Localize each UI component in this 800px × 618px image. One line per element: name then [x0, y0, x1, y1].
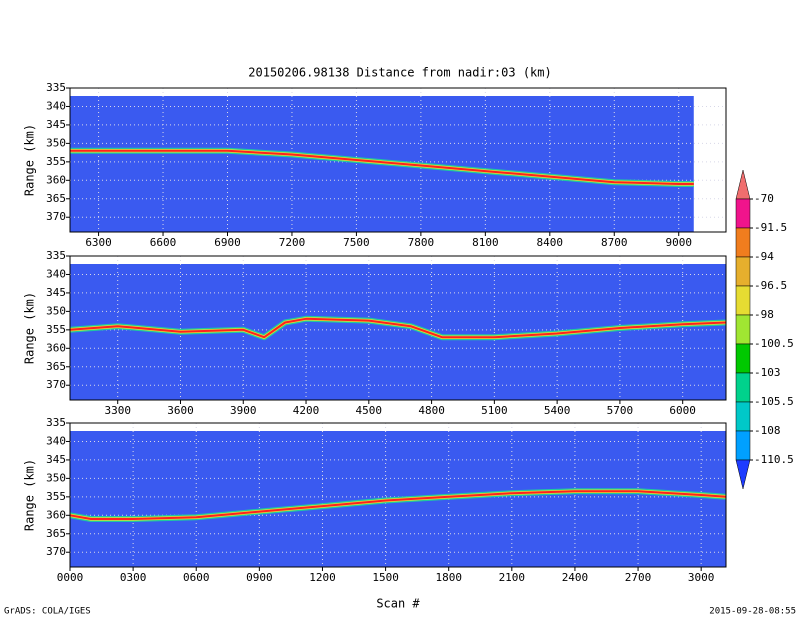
colorbar-label: -94: [754, 250, 774, 263]
x-tick-label: 4800: [418, 404, 445, 417]
y-axis-label: Range (km): [23, 292, 37, 364]
y-tick-label: 345: [46, 118, 66, 131]
y-tick-label: 340: [46, 267, 66, 280]
x-tick-label: 1800: [435, 571, 462, 584]
chart-title: 20150206.98138 Distance from nadir:03 (k…: [248, 66, 551, 80]
y-tick-label: 360: [46, 173, 66, 186]
x-tick-label: 0000: [57, 571, 84, 584]
colorbar-segment: [735, 227, 751, 258]
y-tick-label: 360: [46, 341, 66, 354]
y-axis-label: Range (km): [23, 459, 37, 531]
plot-border: [69, 87, 727, 233]
y-tick-label: 350: [46, 304, 66, 317]
y-tick-label: 365: [46, 360, 66, 373]
x-tick-label: 5400: [544, 404, 571, 417]
colorbar-segment: [735, 430, 751, 461]
x-tick-label: 3600: [167, 404, 194, 417]
x-tick-label: 6000: [669, 404, 696, 417]
y-tick-label: 340: [46, 434, 66, 447]
x-tick-label: 4200: [293, 404, 320, 417]
x-tick-label: 2400: [562, 571, 589, 584]
x-tick-label: 7500: [343, 236, 370, 249]
colorbar-segment: [735, 285, 751, 316]
y-axis-label: Range (km): [23, 124, 37, 196]
colorbar-segment: [735, 314, 751, 345]
y-tick-label: 335: [46, 416, 66, 429]
colorbar-label: -70: [754, 192, 774, 205]
x-tick-label: 1500: [372, 571, 399, 584]
x-tick-label: 8400: [537, 236, 564, 249]
colorbar-segment: [735, 169, 751, 200]
x-tick-label: 0600: [183, 571, 210, 584]
x-tick-label: 6300: [85, 236, 112, 249]
data-line: [69, 490, 727, 520]
colorbar-segment: [735, 459, 751, 490]
colorbar-label: -96.5: [754, 279, 787, 292]
credit: GrADS: COLA/IGES: [4, 607, 91, 617]
x-tick-label: 1200: [309, 571, 336, 584]
x-tick-label: 5700: [607, 404, 634, 417]
x-tick-label: 9000: [665, 236, 692, 249]
x-tick-label: 5100: [481, 404, 508, 417]
x-tick-label: 2700: [625, 571, 652, 584]
colorbar-label: -91.5: [754, 221, 787, 234]
y-tick-label: 370: [46, 210, 66, 223]
y-tick-label: 360: [46, 508, 66, 521]
x-tick-label: 6600: [150, 236, 177, 249]
y-tick-label: 355: [46, 323, 66, 336]
x-tick-label: 6900: [214, 236, 241, 249]
colorbar-segment: [735, 343, 751, 374]
plot-border: [69, 255, 727, 401]
x-tick-label: 7800: [408, 236, 435, 249]
colorbar-segment: [735, 372, 751, 403]
y-tick-label: 350: [46, 471, 66, 484]
x-tick-label: 0300: [120, 571, 147, 584]
x-tick-label: 3300: [104, 404, 131, 417]
x-tick-label: 8700: [601, 236, 628, 249]
y-tick-label: 370: [46, 545, 66, 558]
colorbar-label: -103: [754, 366, 781, 379]
colorbar-segment: [735, 401, 751, 432]
y-tick-label: 335: [46, 249, 66, 262]
y-tick-label: 370: [46, 378, 66, 391]
x-tick-label: 3000: [688, 571, 715, 584]
x-tick-label: 8100: [472, 236, 499, 249]
colorbar-segment: [735, 198, 751, 229]
data-line: [69, 317, 727, 339]
colorbar-segment: [735, 256, 751, 287]
x-tick-label: 2100: [499, 571, 526, 584]
y-tick-label: 355: [46, 490, 66, 503]
colorbar-label: -98: [754, 308, 774, 321]
x-tick-label: 0900: [246, 571, 273, 584]
y-tick-label: 350: [46, 136, 66, 149]
data-line: [70, 149, 694, 185]
plot-border: [69, 422, 727, 568]
x-tick-label: 3900: [230, 404, 257, 417]
y-tick-label: 335: [46, 81, 66, 94]
y-tick-label: 355: [46, 155, 66, 168]
colorbar-label: -105.5: [754, 395, 794, 408]
x-tick-label: 7200: [279, 236, 306, 249]
y-tick-label: 340: [46, 99, 66, 112]
colorbar-label: -100.5: [754, 337, 794, 350]
colorbar-label: -108: [754, 424, 781, 437]
x-tick-label: 4500: [356, 404, 383, 417]
colorbar-label: -110.5: [754, 453, 794, 466]
x-axis-label: Scan #: [376, 597, 420, 611]
y-tick-label: 345: [46, 453, 66, 466]
timestamp: 2015-09-28-08:55: [709, 607, 796, 617]
y-tick-label: 345: [46, 286, 66, 299]
y-tick-label: 365: [46, 192, 66, 205]
y-tick-label: 365: [46, 527, 66, 540]
